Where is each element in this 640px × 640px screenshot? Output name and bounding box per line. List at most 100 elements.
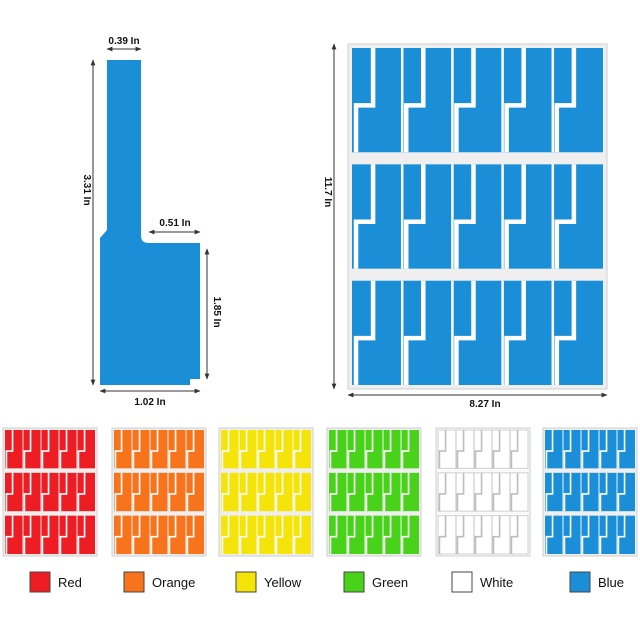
sheet-blue	[542, 427, 638, 557]
sheet-blue-cut-line	[563, 515, 572, 554]
large-sheet-cut-line	[554, 164, 577, 269]
sheet-white-cut-line	[510, 472, 519, 512]
sheet-green-cut-line	[365, 472, 374, 512]
sheet-white-cut-line	[456, 472, 465, 512]
sheet-green-cut-line	[401, 515, 410, 554]
sheet-orange-cut-line	[168, 472, 177, 512]
sheet-red-cut-line	[77, 515, 86, 554]
legend-item-yellow: Yellow	[235, 571, 302, 593]
color-legend: Red Orange Yellow Green White Blue	[29, 571, 624, 593]
sheet-white-cut-line	[510, 430, 519, 469]
large-sheet-label-row	[352, 164, 603, 269]
large-sheet-cut-line	[504, 280, 526, 385]
sheet-red-cut-line	[5, 430, 14, 469]
large-sheet-label-row	[352, 48, 603, 153]
sheet-yellow-cut-line	[293, 430, 302, 469]
sheet-white-cut-line	[456, 430, 465, 469]
sheet-blue-cut-line	[617, 515, 626, 554]
sheet-red-cut-line	[77, 430, 86, 469]
sheet-red-cut-line	[77, 472, 86, 512]
sheet-orange-label-row	[114, 472, 204, 512]
sheet-orange-cut-line	[150, 430, 159, 469]
large-sheet-cut-line	[504, 48, 526, 153]
dim-total-height-label: 3.31 In	[81, 174, 92, 205]
sheet-orange-cut-line	[132, 472, 141, 512]
sheet-green-cut-line	[347, 430, 356, 469]
dim-sheet-height-label: 11.7 In	[322, 177, 333, 208]
sheet-red-label-row	[5, 430, 95, 469]
sheet-blue-cut-line	[563, 472, 572, 512]
sheet-orange-cut-line	[168, 515, 177, 554]
large-sheet-cut-line	[504, 164, 526, 269]
sheet-red-label-row	[5, 472, 95, 512]
sheet-yellow-cut-line	[221, 430, 230, 469]
dim-body-width-label: 1.02 In	[134, 397, 165, 408]
sheet-blue-cut-line	[581, 430, 590, 469]
legend-label-orange: Orange	[152, 575, 195, 590]
sheet-white	[435, 427, 531, 557]
sheet-diagram: 11.7 In 8.27 In	[322, 43, 608, 410]
sheet-orange-label-row	[114, 515, 204, 554]
dim-notch-width-label: 0.51 In	[159, 218, 190, 229]
sheet-orange-cut-line	[186, 430, 195, 469]
sheet-blue-label-row	[545, 515, 635, 554]
sheet-green-cut-line	[347, 472, 356, 512]
sheet-white-cut-line	[474, 515, 483, 554]
sheet-white-cut-line	[438, 430, 447, 469]
sheet-red-label-row	[5, 515, 95, 554]
sheet-blue-cut-line	[599, 430, 608, 469]
large-sheet-cut-line	[353, 280, 376, 385]
sheet-red-cut-line	[23, 430, 32, 469]
sheet-orange-cut-line	[150, 515, 159, 554]
sheet-orange-cut-line	[186, 515, 195, 554]
sheet-red-cut-line	[5, 472, 14, 512]
sheet-blue-cut-line	[545, 515, 554, 554]
large-sheet-cut-line	[403, 164, 426, 269]
sheet-blue-cut-line	[617, 430, 626, 469]
sheet-white-cut-line	[474, 430, 483, 469]
sheet-blue-cut-line	[581, 515, 590, 554]
sheet-red-cut-line	[23, 515, 32, 554]
sheet-yellow-label-row	[221, 515, 311, 554]
sheet-red-cut-line	[41, 515, 50, 554]
sheet-white-label-row	[437, 472, 529, 512]
sheet-blue-cut-line	[617, 472, 626, 512]
sheet-orange-label-row	[114, 430, 204, 469]
large-sheet-cut-line	[353, 164, 376, 269]
large-sheet-cut-line	[454, 280, 476, 385]
sheet-orange-cut-line	[150, 472, 159, 512]
sheet-yellow-cut-line	[221, 472, 230, 512]
sheet-white-cut-line	[492, 430, 501, 469]
label-sheet-large	[347, 43, 608, 390]
sheet-blue-cut-line	[563, 430, 572, 469]
legend-swatch-blue	[569, 571, 591, 593]
sheet-blue-cut-line	[545, 430, 554, 469]
sheet-yellow-cut-line	[275, 472, 284, 512]
sheet-orange-cut-line	[114, 472, 123, 512]
legend-item-red: Red	[29, 571, 82, 593]
large-sheet-cut-line	[554, 280, 577, 385]
legend-label-red: Red	[58, 575, 82, 590]
sheet-yellow-label-row	[221, 430, 311, 469]
sheet-yellow-cut-line	[221, 515, 230, 554]
sheet-red-cut-line	[59, 472, 68, 512]
sheet-blue-cut-line	[599, 515, 608, 554]
sheet-green-cut-line	[347, 515, 356, 554]
sheet-green-cut-line	[401, 430, 410, 469]
sheet-green-cut-line	[383, 430, 392, 469]
sheet-orange	[111, 427, 207, 557]
sheet-green-cut-line	[365, 515, 374, 554]
sheet-green-cut-line	[383, 472, 392, 512]
legend-label-yellow: Yellow	[264, 575, 302, 590]
sheet-white-label-row	[437, 429, 529, 469]
legend-item-blue: Blue	[569, 571, 624, 593]
legend-item-green: Green	[343, 571, 408, 593]
sheet-yellow-cut-line	[275, 515, 284, 554]
sheet-green-cut-line	[329, 472, 338, 512]
sheet-orange-cut-line	[186, 472, 195, 512]
sheet-yellow-label-row	[221, 472, 311, 512]
sheet-green-cut-line	[329, 430, 338, 469]
sheet-red-cut-line	[41, 472, 50, 512]
sheet-green-label-row	[329, 515, 419, 554]
